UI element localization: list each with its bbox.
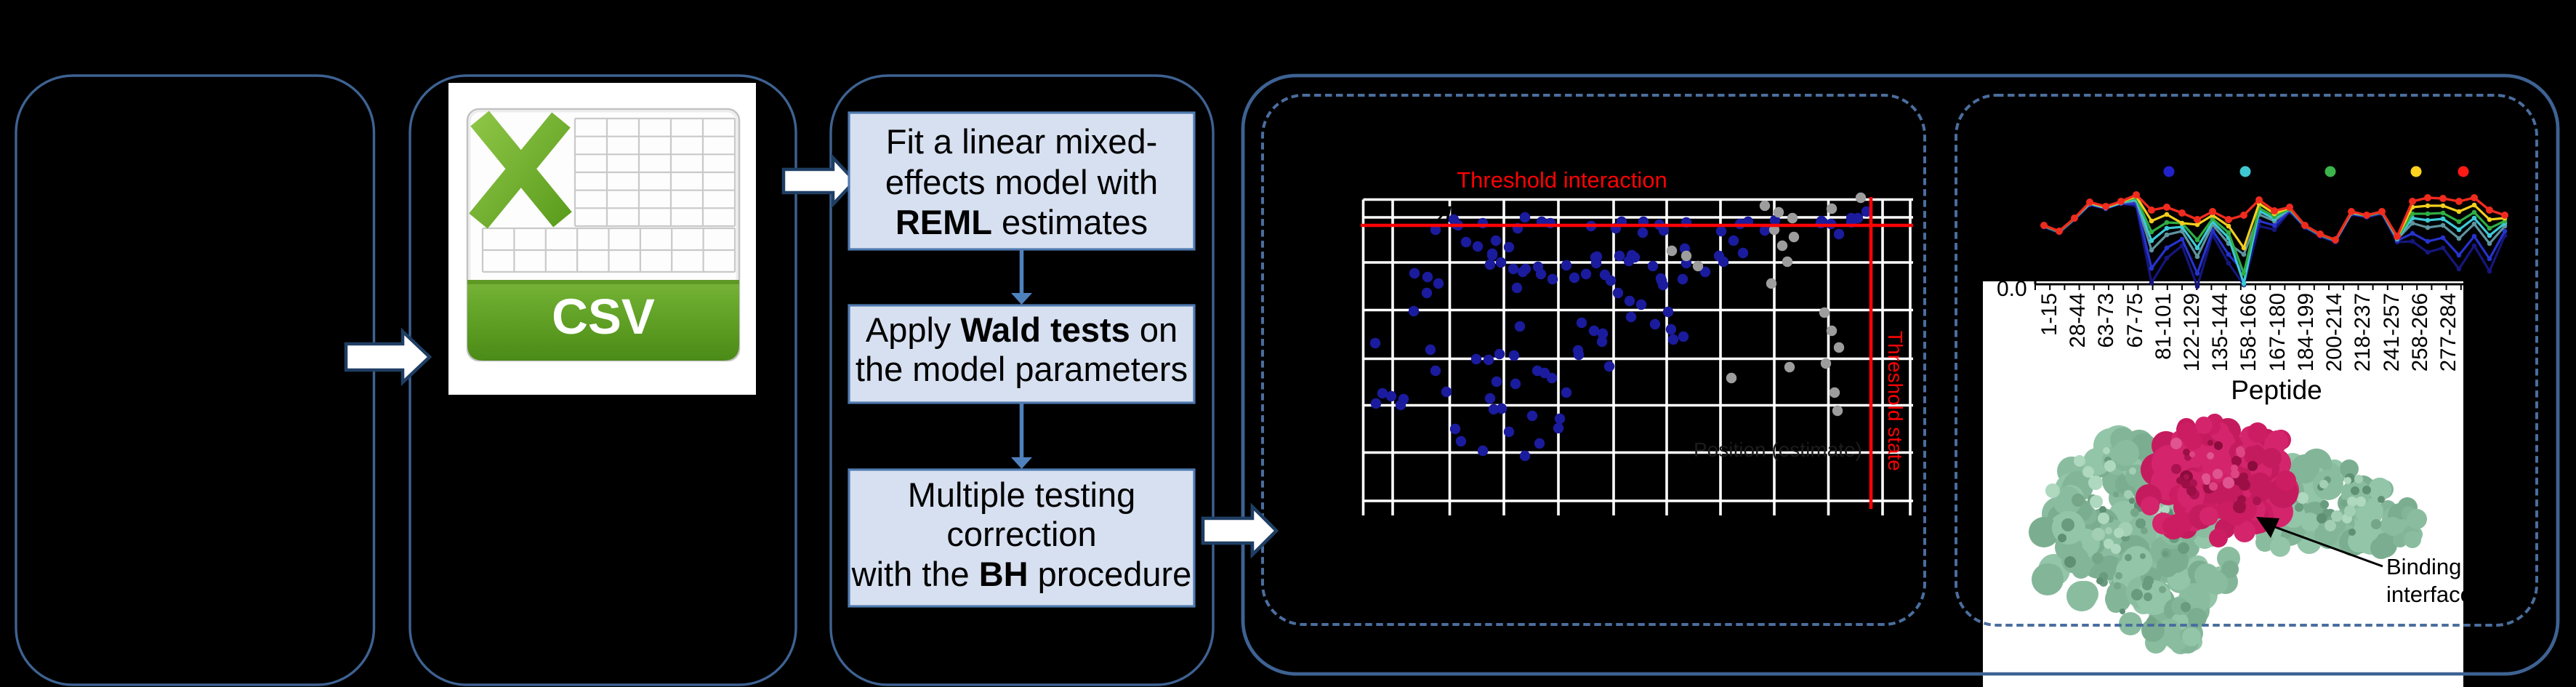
svg-text:correction: correction xyxy=(946,515,1096,553)
svg-text:241-257: 241-257 xyxy=(2380,293,2404,371)
svg-text:Peptide: Peptide xyxy=(2231,375,2322,405)
svg-text:63-73: 63-73 xyxy=(2094,293,2118,347)
svg-text:67-75: 67-75 xyxy=(2123,293,2147,347)
svg-text:effects model with: effects model with xyxy=(885,163,1158,201)
svg-text:Position (estimate): Position (estimate) xyxy=(1694,438,1862,461)
svg-text:interface: interface xyxy=(2386,582,2473,607)
svg-text:158-166: 158-166 xyxy=(2237,293,2261,371)
svg-text:167-180: 167-180 xyxy=(2266,293,2290,371)
svg-text:218-237: 218-237 xyxy=(2351,293,2375,371)
svg-text:122-129: 122-129 xyxy=(2180,293,2204,371)
svg-text:28-44: 28-44 xyxy=(2066,293,2090,347)
svg-text:Threshold interaction: Threshold interaction xyxy=(1457,167,1667,193)
svg-text:CSV: CSV xyxy=(552,289,655,345)
svg-text:200-214: 200-214 xyxy=(2322,293,2346,371)
svg-text:Threshold state: Threshold state xyxy=(1884,331,1907,471)
svg-text:Apply Wald tests on: Apply Wald tests on xyxy=(866,310,1178,349)
svg-text:Fit a linear mixed-: Fit a linear mixed- xyxy=(886,122,1158,161)
svg-text:Binding: Binding xyxy=(2386,554,2461,579)
svg-text:REML estimates: REML estimates xyxy=(895,203,1148,241)
svg-text:184-199: 184-199 xyxy=(2294,293,2318,371)
svg-text:with the BH procedure: with the BH procedure xyxy=(851,555,1192,593)
svg-text:0.0: 0.0 xyxy=(1997,277,2027,301)
svg-text:277-284: 277-284 xyxy=(2436,293,2460,371)
svg-text:258-266: 258-266 xyxy=(2408,293,2432,371)
svg-text:1-15: 1-15 xyxy=(2037,293,2061,336)
svg-text:Multiple testing: Multiple testing xyxy=(908,475,1136,514)
svg-text:the model parameters: the model parameters xyxy=(856,350,1188,388)
svg-text:81-101: 81-101 xyxy=(2152,293,2175,360)
svg-text:135-144: 135-144 xyxy=(2208,293,2232,371)
